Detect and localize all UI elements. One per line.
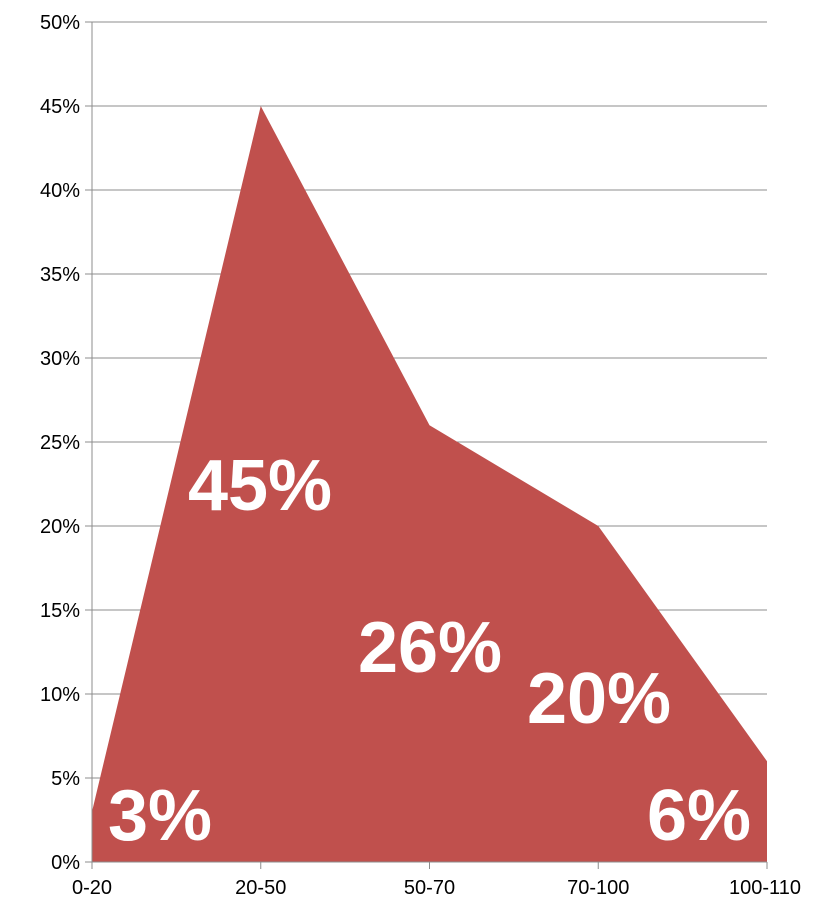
- y-tick-label: 45%: [40, 96, 80, 118]
- y-tick-label: 30%: [40, 348, 80, 370]
- y-axis-tick-labels: 0% 5% 10% 15% 20% 25% 30% 35% 40% 45% 50%: [40, 12, 80, 874]
- data-label: 26%: [358, 608, 502, 688]
- y-tick-label: 50%: [40, 12, 80, 34]
- x-tick-label: 0-20: [72, 877, 112, 899]
- data-label: 6%: [647, 776, 751, 856]
- y-tick-label: 25%: [40, 432, 80, 454]
- y-tick-label: 0%: [51, 852, 80, 874]
- x-axis-tick-labels: 0-20 20-50 50-70 70-100 100-110: [72, 877, 801, 899]
- y-tick-label: 20%: [40, 516, 80, 538]
- data-label: 20%: [527, 659, 671, 739]
- y-tick-label: 35%: [40, 264, 80, 286]
- area-series-fill: [92, 106, 767, 862]
- data-labels: 3% 45% 26% 20% 6%: [108, 446, 751, 856]
- x-tick-label: 20-50: [235, 877, 286, 899]
- y-tick-label: 5%: [51, 768, 80, 790]
- area-series: [92, 106, 767, 862]
- data-label: 3%: [108, 776, 212, 856]
- axes: [85, 21, 768, 869]
- x-tick-label: 70-100: [567, 877, 629, 899]
- y-tick-label: 40%: [40, 180, 80, 202]
- y-tick-label: 15%: [40, 600, 80, 622]
- x-tick-label: 50-70: [404, 877, 455, 899]
- data-label: 45%: [188, 446, 332, 526]
- y-tick-label: 10%: [40, 684, 80, 706]
- x-tick-label: 100-110: [729, 877, 801, 899]
